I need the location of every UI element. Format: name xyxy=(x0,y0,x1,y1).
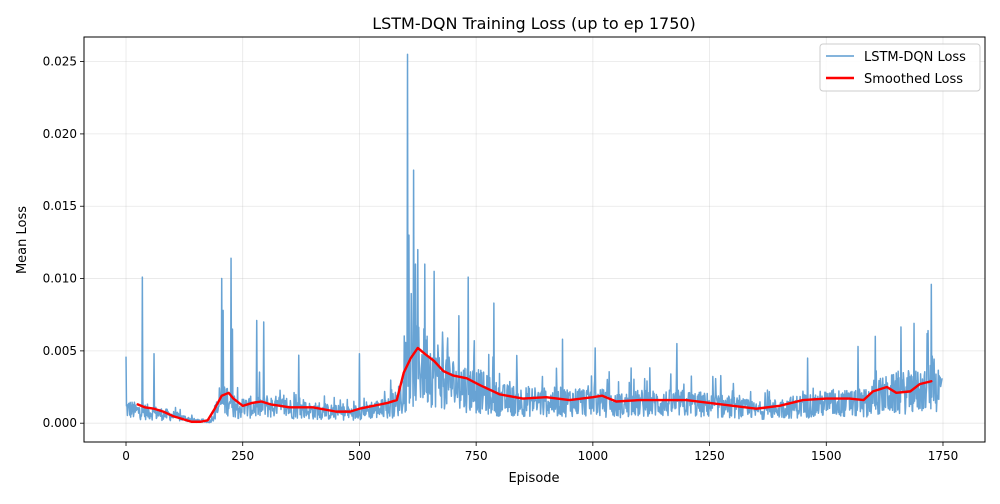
y-axis: 0.000 0.005 0.010 0.015 0.020 0.025 xyxy=(43,55,84,430)
plot-series xyxy=(125,53,943,424)
x-tick-label: 1250 xyxy=(694,449,725,463)
legend-label-smoothed: Smoothed Loss xyxy=(864,72,963,87)
x-tick-label: 500 xyxy=(348,449,371,463)
x-tick-label: 1750 xyxy=(928,449,959,463)
y-tick-label: 0.005 xyxy=(43,344,77,358)
x-axis-label: Episode xyxy=(508,471,559,486)
y-tick-label: 0.025 xyxy=(43,55,77,69)
y-tick-label: 0.015 xyxy=(43,199,77,213)
x-axis: 0 250 500 750 1000 1250 1500 1750 xyxy=(122,442,958,463)
x-tick-label: 250 xyxy=(231,449,254,463)
plot-frame xyxy=(83,36,986,443)
series-line-smoothed-loss xyxy=(136,346,933,423)
x-tick-label: 750 xyxy=(465,449,488,463)
legend-box xyxy=(819,43,981,92)
series-line-lstm-dqn-loss xyxy=(125,53,943,424)
y-tick-label: 0.010 xyxy=(43,272,77,286)
y-axis-label: Mean Loss xyxy=(15,206,30,274)
legend-label-raw: LSTM-DQN Loss xyxy=(864,50,966,65)
x-tick-label: 0 xyxy=(122,449,130,463)
y-tick-label: 0.000 xyxy=(43,416,77,430)
grid xyxy=(84,37,985,442)
legend: LSTM-DQN Loss Smoothed Loss xyxy=(819,43,981,92)
chart-title: LSTM-DQN Training Loss (up to ep 1750) xyxy=(372,14,696,33)
x-tick-label: 1500 xyxy=(811,449,842,463)
x-tick-label: 1000 xyxy=(578,449,609,463)
y-tick-label: 0.020 xyxy=(43,127,77,141)
